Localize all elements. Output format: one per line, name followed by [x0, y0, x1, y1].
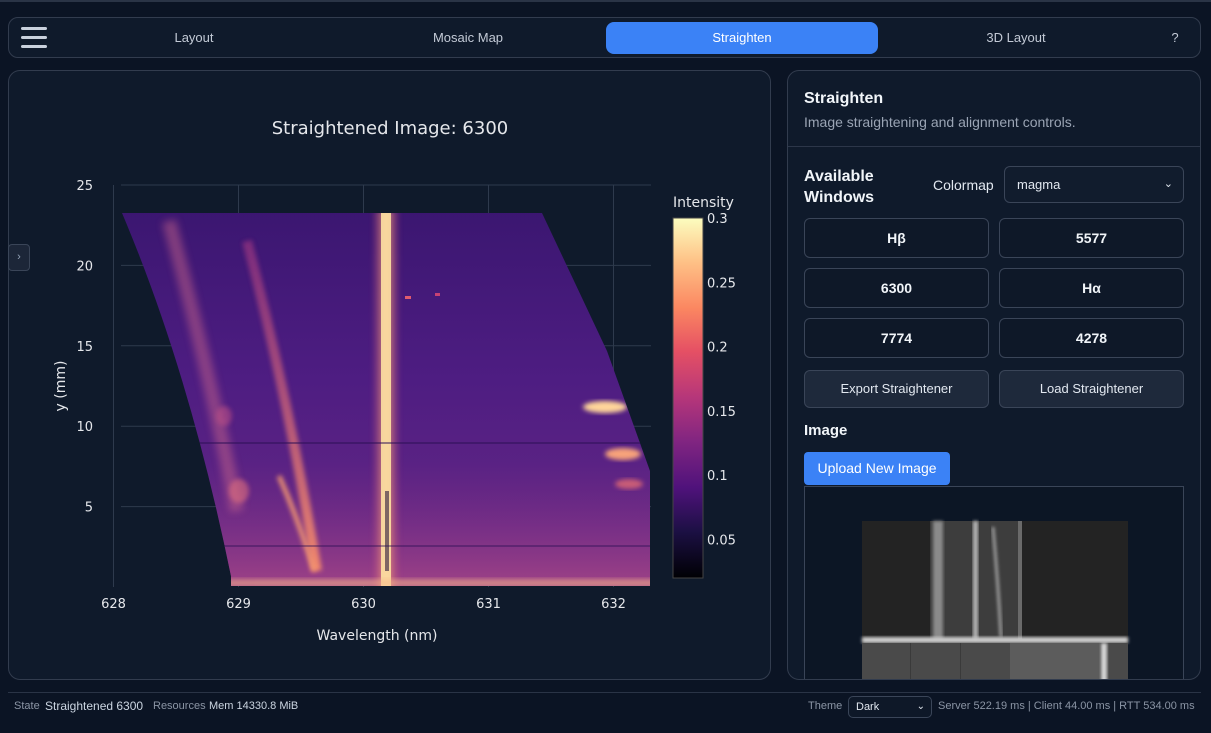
help-tab[interactable]: ?: [1171, 30, 1179, 45]
export-straightener-button[interactable]: Export Straightener: [804, 370, 989, 408]
y-tick-label: 5: [85, 501, 93, 516]
tab-mosaic-map[interactable]: Mosaic Map: [432, 30, 504, 45]
colorbar: [672, 217, 704, 579]
x-tick-label: 629: [226, 597, 251, 612]
x-tick-label: 632: [601, 597, 626, 612]
colorbar-title: Intensity: [673, 195, 734, 211]
load-straightener-button[interactable]: Load Straightener: [999, 370, 1184, 408]
controls-header: Straighten Image straightening and align…: [788, 71, 1200, 147]
tab-straighten[interactable]: Straighten: [606, 22, 878, 54]
y-tick-label: 25: [76, 179, 93, 194]
y-tick-label: 20: [76, 259, 93, 274]
window-button-5577[interactable]: 5577: [999, 218, 1184, 258]
controls-panel: Straighten Image straightening and align…: [787, 70, 1201, 680]
theme-value: Dark: [856, 701, 880, 713]
y-axis-label: y (mm): [53, 361, 69, 412]
colorbar-tick-labels: 0.05 0.1 0.15 0.2 0.25 0.3: [707, 212, 736, 548]
image-preview: [862, 521, 1128, 679]
y-tick-label: 15: [76, 340, 93, 355]
image-section-heading: Image: [804, 422, 848, 439]
tab-3d-layout[interactable]: 3D Layout: [986, 30, 1046, 45]
x-axis-label: Wavelength (nm): [317, 628, 438, 644]
theme-select[interactable]: Dark ⌄: [848, 696, 932, 718]
theme-label: Theme: [808, 700, 843, 712]
chart-title: Straightened Image: 6300: [272, 118, 508, 139]
image-preview-frame: [804, 486, 1184, 679]
colorbar-tick-label: 0.3: [707, 212, 728, 227]
state-value: Straightened 6300: [45, 699, 144, 713]
colormap-value: magma: [1017, 177, 1061, 192]
colorbar-tick-label: 0.2: [707, 341, 728, 356]
memory-readout: Mem 14330.8 MiB: [209, 700, 299, 712]
y-tick-labels: 5 10 15 20 25: [76, 179, 93, 516]
plot-panel: Straightened Image: 6300 Wavelength (nm)…: [8, 70, 771, 680]
chevron-down-icon: ⌄: [1163, 178, 1173, 190]
window-button-6300[interactable]: 6300: [804, 268, 989, 308]
window-button-hbeta[interactable]: Hβ: [804, 218, 989, 258]
status-bar: State Straightened 6300 Resources Mem 14…: [8, 692, 1201, 718]
x-tick-label: 630: [351, 597, 376, 612]
top-nav: Layout Mosaic Map Straighten 3D Layout ?: [8, 17, 1201, 58]
window-top-border: [0, 0, 1211, 2]
x-tick-labels: 628 629 630 631 632: [101, 597, 626, 612]
x-tick-label: 631: [476, 597, 501, 612]
upload-image-button[interactable]: Upload New Image: [804, 452, 950, 485]
resources-label: Resources: [153, 700, 206, 712]
colormap-label: Colormap: [933, 177, 994, 193]
sidebar-toggle-button[interactable]: ›: [8, 244, 30, 271]
heatmap-plot[interactable]: Straightened Image: 6300 Wavelength (nm)…: [9, 71, 770, 679]
colorbar-tick-label: 0.15: [707, 405, 736, 420]
window-button-7774[interactable]: 7774: [804, 318, 989, 358]
x-tick-label: 628: [101, 597, 126, 612]
chevron-down-icon: ⌄: [916, 701, 925, 712]
heatmap-image: [122, 213, 650, 586]
available-windows-label: Available Windows: [804, 168, 875, 206]
controls-title: Straighten: [804, 90, 884, 107]
colorbar-tick-label: 0.05: [707, 533, 736, 548]
menu-icon[interactable]: [21, 27, 47, 49]
colorbar-tick-label: 0.1: [707, 469, 728, 484]
timing-readout: Server 522.19 ms | Client 44.00 ms | RTT…: [938, 700, 1195, 712]
window-button-4278[interactable]: 4278: [999, 318, 1184, 358]
colorbar-tick-label: 0.25: [707, 276, 736, 291]
colormap-select[interactable]: magma ⌄: [1004, 166, 1184, 203]
window-button-halpha[interactable]: Hα: [999, 268, 1184, 308]
y-tick-label: 10: [76, 420, 93, 435]
tab-layout[interactable]: Layout: [174, 30, 214, 45]
state-label: State: [14, 700, 40, 712]
controls-subtitle: Image straightening and alignment contro…: [804, 114, 1076, 130]
